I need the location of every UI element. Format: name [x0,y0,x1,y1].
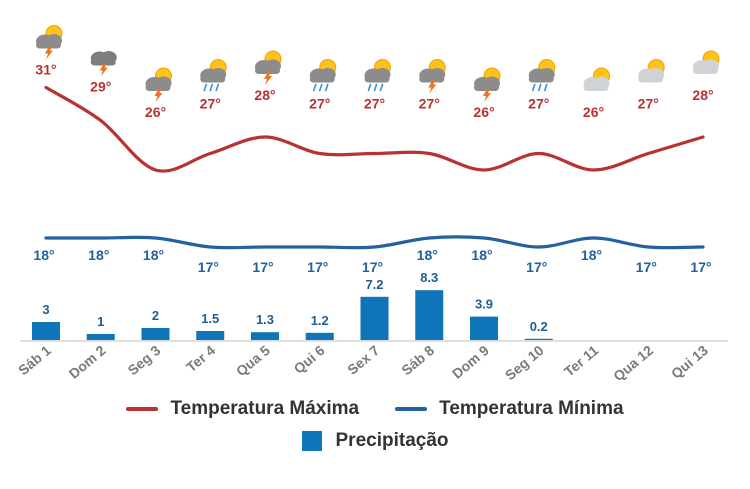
precipitation-label: 1.2 [311,313,329,328]
max-temperature-label: 27° [364,96,385,112]
legend-row-precipitation: Precipitação [0,430,750,452]
x-axis-tick-label: Dom 9 [449,342,492,382]
x-axis-tick-label: Ter 11 [561,342,602,380]
precipitation-bar [305,332,334,340]
max-temperature-label: 27° [528,96,549,112]
legend-min-label: Temperatura Mínima [439,398,624,419]
min-temperature-label: 17° [198,259,219,275]
sun-cloud-icon [693,50,720,74]
precipitation-label: 1.5 [201,311,219,326]
max-temperature-label: 26° [583,104,604,120]
precipitation-label: 1 [97,314,104,329]
precipitation-bar [32,322,60,340]
precipitation-bar [141,328,170,340]
min-temperature-label: 17° [252,259,273,275]
min-temperature-label: 18° [417,247,438,263]
max-temperature-label: 27° [200,96,221,112]
sun-cloud-thunder-icon [145,67,172,102]
legend-item-precip[interactable]: Precipitação [301,430,449,452]
sun-cloud-icon [638,59,665,83]
x-axis-labels: Sáb 1 Dom 2 Seg 3 Ter 4 Qua 5 Qui 6 Sex 7 Sáb 8… [15,342,711,384]
precipitation-label: 0.2 [530,319,548,334]
max-temperature-label: 28° [692,87,713,103]
max-temperature-label: 27° [419,96,440,112]
min-temperature-label: 18° [143,247,164,263]
max-temperature-label: 26° [145,104,166,120]
precipitation-series: 3 1 2 1.5 1.3 1.2 7.2 8.3 3.9 0.2 [32,270,553,340]
legend-precip-label: Precipitação [335,430,449,451]
sun-cloud-icon [583,67,610,91]
min-temperature-label: 17° [362,259,383,275]
cloud-thunder-icon [90,51,117,77]
precipitation-bar [86,334,115,340]
sun-cloud-thunder-icon [36,25,63,60]
precipitation-bar [360,296,389,340]
max-temperature-label: 28° [254,87,275,103]
precipitation-label: 7.2 [365,277,383,292]
x-axis-tick-label: Qui 6 [291,342,328,377]
legend-item-min[interactable]: Temperatura Mínima [395,398,624,420]
precipitation-bar [196,331,225,340]
max-temperature-label: 26° [473,104,494,120]
min-temperature-label: 17° [636,259,657,275]
sun-cloud-rain-icon [528,59,556,92]
max-temperature-line [44,85,705,173]
min-temperature-label: 17° [307,259,328,275]
min-temperature-label: 18° [581,247,602,263]
sun-cloud-thunder-icon [255,50,282,85]
max-temperature-series: 31° 29° 26° 27° 28° 27° 27° 27° 26° 27° 26° 27° 28° [35,62,714,173]
x-axis-tick-label: Seg 3 [125,342,164,378]
x-axis-tick-label: Qua 12 [610,342,656,384]
precipitation-bar [415,290,444,340]
x-axis-tick-label: Qui 13 [668,342,711,382]
precipitation-label: 2 [152,308,159,323]
min-temperature-label: 18° [33,247,54,263]
x-axis-tick-label: Ter 4 [183,342,218,375]
max-temperature-label: 31° [35,62,56,78]
precipitation-bar [251,332,279,340]
min-temperature-label: 18° [88,247,109,263]
precipitation-bar [524,338,553,340]
legend-max-swatch [126,407,159,411]
max-temperature-label: 29° [90,79,111,95]
x-axis-tick-label: Qua 5 [233,342,273,379]
legend-precip-swatch [301,431,322,451]
weather-chart: 31°29°26°27°28°27° 27° 27°26°27°26°27°28° … [15,25,728,384]
min-temperature-label: 17° [526,259,547,275]
max-temperature-label: 27° [638,96,659,112]
precipitation-label: 3.9 [475,297,493,312]
min-temperature-series: 18° 18° 18° 17° 17° 17° 17° 18° 18° 17° 18° 17° 17° [33,235,712,275]
sun-cloud-thunder-icon [474,67,501,102]
x-axis-tick-label: Seg 10 [502,342,547,383]
sun-cloud-rain-icon [309,59,337,92]
sun-cloud-rain-icon [200,59,227,92]
legend-min-swatch [395,407,428,411]
x-axis-tick-label: Sex 7 [344,342,382,378]
min-temperature-label: 17° [690,259,711,275]
precipitation-label: 1.3 [256,312,274,327]
max-temperature-label: 27° [309,96,330,112]
precipitation-label: 3 [42,302,49,317]
sun-cloud-thunder-icon [419,59,446,94]
precipitation-label: 8.3 [420,270,438,285]
legend-max-label: Temperatura Máxima [170,398,360,419]
sun-cloud-rain-icon [364,59,391,92]
x-axis-tick-label: Sáb 1 [15,342,54,378]
weather-icons [36,25,720,102]
x-axis-tick-label: Sáb 8 [398,342,437,378]
precipitation-bar [470,316,498,340]
min-temperature-line [44,235,705,250]
legend-row-temperatures: Temperatura Máxima Temperatura Mínima [0,398,750,420]
min-temperature-label: 18° [471,247,492,263]
legend-item-max[interactable]: Temperatura Máxima [126,398,359,420]
x-axis-tick-label: Dom 2 [66,342,109,382]
